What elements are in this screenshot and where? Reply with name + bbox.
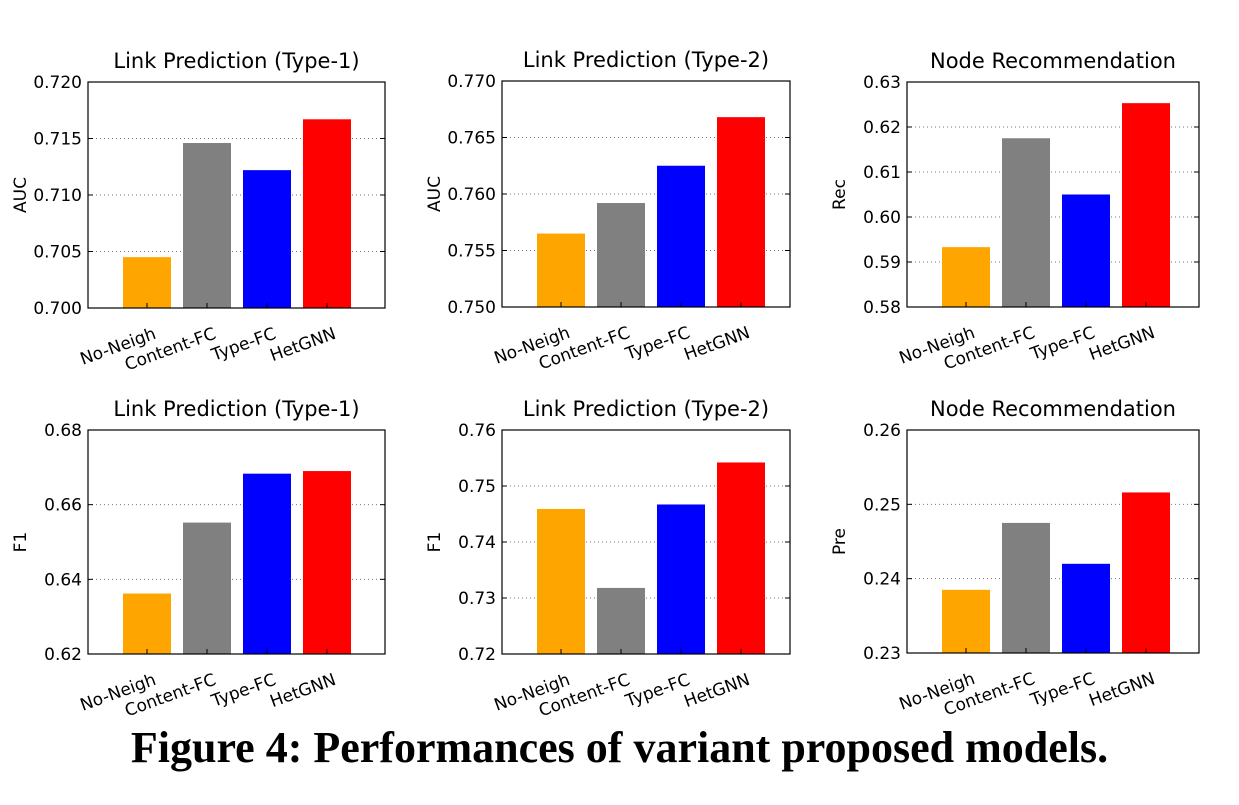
chart-3-ytick-label: 0.59 <box>863 253 901 273</box>
chart-4-bar-no-neigh <box>123 593 171 654</box>
chart-5-bar-type-fc <box>657 504 705 654</box>
chart-5-bar-no-neigh <box>537 508 585 654</box>
figure: 0.7000.7050.7100.7150.720No-NeighContent… <box>11 48 1200 720</box>
chart-4-ytick-label: 0.64 <box>44 570 82 590</box>
chart-1-ytick-label: 0.705 <box>33 243 82 263</box>
chart-4-bar-hetgnn <box>303 471 351 654</box>
chart-5-ytick-label: 0.73 <box>458 589 496 609</box>
chart-2-ytick-label: 0.770 <box>447 72 496 92</box>
chart-4-category-label: Type-FC <box>208 670 279 712</box>
chart-1-bar-no-neigh <box>123 257 171 308</box>
chart-6-ytick-label: 0.25 <box>863 495 901 515</box>
chart-2-ylabel: AUC <box>425 176 445 212</box>
chart-2-title: Link Prediction (Type-2) <box>523 48 769 72</box>
chart-4-bar-content-fc <box>183 522 231 654</box>
chart-1-bar-hetgnn <box>303 119 351 308</box>
chart-3-ytick-label: 0.60 <box>863 208 901 228</box>
chart-2-category-label: HetGNN <box>681 323 752 365</box>
chart-6-title: Node Recommendation <box>930 397 1176 421</box>
chart-5-ytick-label: 0.72 <box>458 645 496 665</box>
chart-1-ytick-label: 0.700 <box>33 299 82 319</box>
chart-1-ytick-label: 0.710 <box>33 186 82 206</box>
chart-1-ytick-label: 0.715 <box>33 130 82 150</box>
chart-6-ylabel: Pre <box>830 528 850 555</box>
chart-3-bar-hetgnn <box>1122 103 1170 308</box>
chart-3-category-label: HetGNN <box>1086 323 1157 365</box>
chart-6-bar-no-neigh <box>942 589 990 653</box>
chart-3-ylabel: Rec <box>830 179 850 210</box>
chart-panel-1: 0.7000.7050.7100.7150.720No-NeighContent… <box>11 49 386 375</box>
chart-5-ytick-label: 0.74 <box>458 533 496 553</box>
chart-6-category-label: HetGNN <box>1086 669 1157 711</box>
chart-panel-2: 0.7500.7550.7600.7650.770No-NeighContent… <box>425 48 791 374</box>
chart-1-axes-frame <box>87 81 386 309</box>
chart-5-category-label: Type-FC <box>622 670 693 712</box>
chart-6-category-label: Type-FC <box>1027 669 1098 711</box>
chart-3-axes-frame <box>906 81 1200 308</box>
chart-2-bar-hetgnn <box>717 117 765 307</box>
chart-2-bar-content-fc <box>597 203 645 307</box>
figure-caption: Figure 4: Performances of variant propos… <box>130 723 1109 772</box>
chart-4-title: Link Prediction (Type-1) <box>113 397 359 421</box>
chart-4-bar-type-fc <box>243 473 291 654</box>
chart-panel-4: 0.620.640.660.68No-NeighContent-FCType-F… <box>11 397 386 720</box>
chart-6-ytick-label: 0.26 <box>863 421 901 441</box>
chart-6-bar-type-fc <box>1062 563 1110 653</box>
chart-5-bar-hetgnn <box>717 462 765 654</box>
chart-2-axes-frame <box>501 80 791 308</box>
chart-1-category-label: Type-FC <box>208 324 279 366</box>
chart-5-title: Link Prediction (Type-2) <box>523 397 769 421</box>
chart-3-bar-content-fc <box>1002 138 1050 307</box>
chart-2-category-label: Type-FC <box>622 323 693 365</box>
chart-3-ytick-label: 0.63 <box>863 73 901 93</box>
chart-5-ylabel: F1 <box>425 532 445 553</box>
chart-2-ytick-label: 0.765 <box>447 129 496 149</box>
chart-3-ytick-label: 0.58 <box>863 298 901 318</box>
chart-3-title: Node Recommendation <box>930 49 1176 73</box>
chart-2-ytick-label: 0.755 <box>447 242 496 262</box>
chart-6-ytick-label: 0.23 <box>863 644 901 664</box>
chart-1-bar-type-fc <box>243 170 291 308</box>
chart-2-bar-type-fc <box>657 165 705 307</box>
chart-6-ytick-label: 0.24 <box>863 570 901 590</box>
chart-5-axes-frame <box>501 429 791 655</box>
chart-6-axes-frame <box>906 429 1200 654</box>
chart-5-ytick-label: 0.75 <box>458 477 496 497</box>
chart-5-bar-content-fc <box>597 587 645 654</box>
chart-panel-3: 0.580.590.600.610.620.63No-NeighContent-… <box>830 49 1200 374</box>
chart-2-ytick-label: 0.760 <box>447 185 496 205</box>
chart-3-category-label: Type-FC <box>1027 323 1098 365</box>
chart-4-ytick-label: 0.68 <box>44 421 82 441</box>
chart-3-bar-type-fc <box>1062 194 1110 307</box>
chart-1-ytick-label: 0.720 <box>33 73 82 93</box>
chart-6-bar-hetgnn <box>1122 492 1170 653</box>
chart-3-bar-no-neigh <box>942 247 990 307</box>
chart-1-bar-content-fc <box>183 143 231 308</box>
chart-1-category-label: HetGNN <box>267 324 338 366</box>
chart-panel-6: 0.230.240.250.26No-NeighContent-FCType-F… <box>830 397 1200 720</box>
chart-4-ytick-label: 0.62 <box>44 645 82 665</box>
chart-4-ytick-label: 0.66 <box>44 496 82 516</box>
chart-4-ylabel: F1 <box>11 532 31 553</box>
chart-5-ytick-label: 0.76 <box>458 421 496 441</box>
chart-2-ytick-label: 0.750 <box>447 298 496 318</box>
chart-3-ytick-label: 0.61 <box>863 163 901 183</box>
chart-2-bar-no-neigh <box>537 233 585 307</box>
chart-4-axes-frame <box>87 429 386 655</box>
chart-6-bar-content-fc <box>1002 522 1050 653</box>
chart-4-category-label: HetGNN <box>267 670 338 712</box>
chart-panel-5: 0.720.730.740.750.76No-NeighContent-FCTy… <box>425 397 791 720</box>
chart-1-ylabel: AUC <box>11 177 31 213</box>
chart-1-title: Link Prediction (Type-1) <box>113 49 359 73</box>
chart-5-category-label: HetGNN <box>681 670 752 712</box>
chart-3-ytick-label: 0.62 <box>863 118 901 138</box>
